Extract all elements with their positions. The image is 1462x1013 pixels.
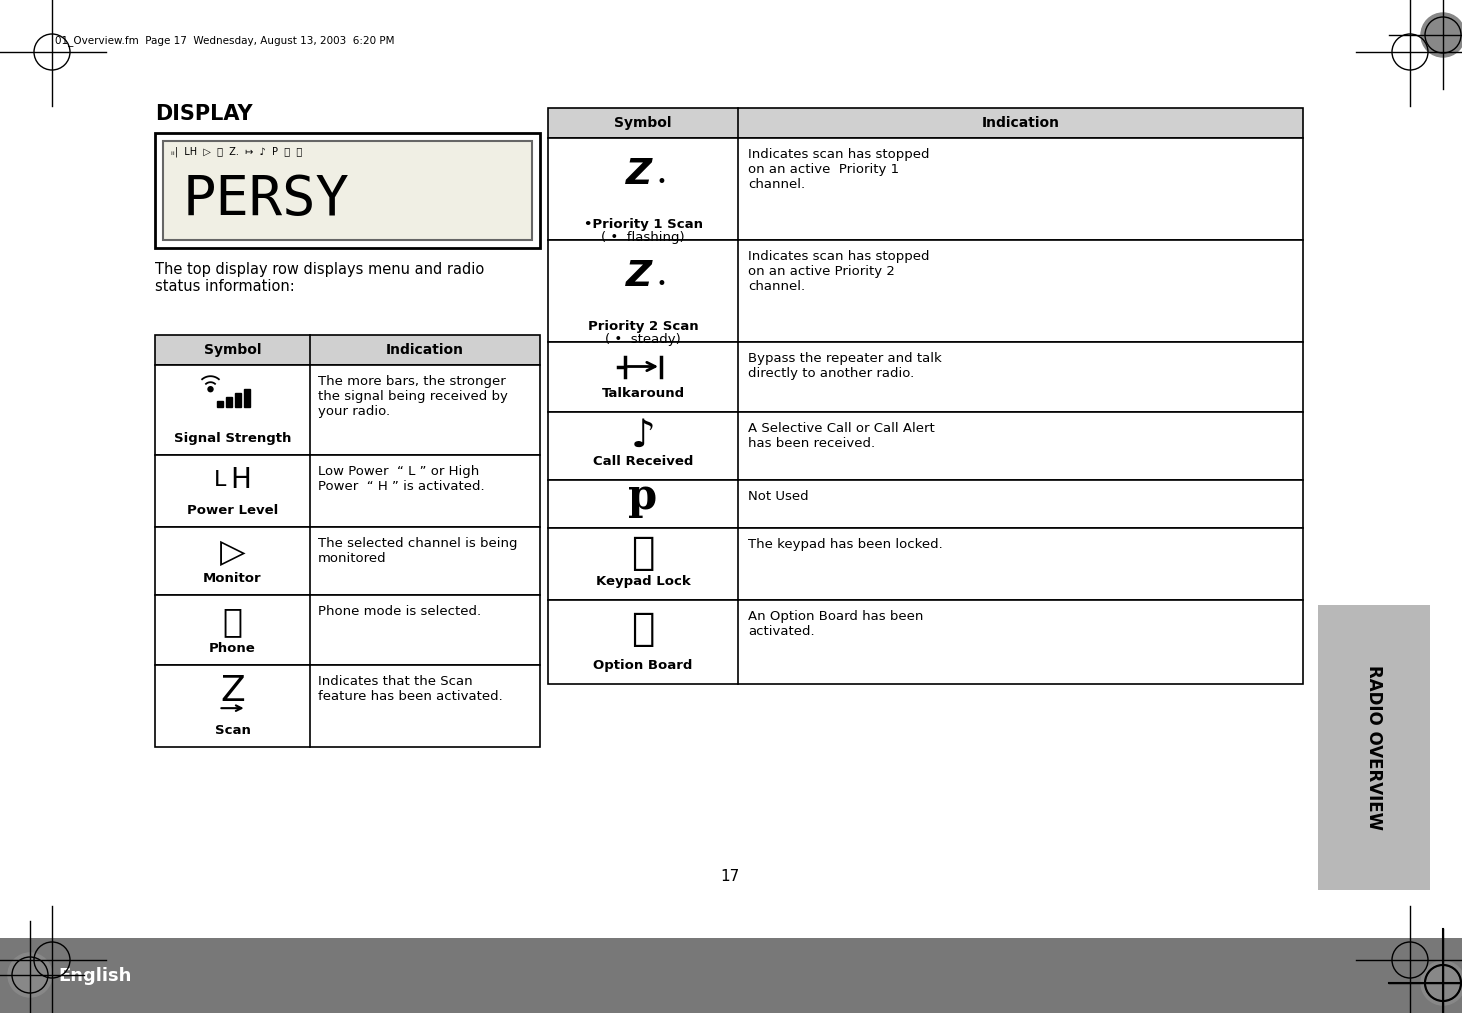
Text: ⃠: ⃠ (632, 534, 655, 572)
Text: Z: Z (626, 258, 652, 293)
Text: Indicates scan has stopped
on an active Priority 2
channel.: Indicates scan has stopped on an active … (749, 250, 930, 293)
Text: The keypad has been locked.: The keypad has been locked. (749, 538, 943, 551)
Text: ♪: ♪ (630, 416, 655, 455)
Text: Signal Strength: Signal Strength (174, 432, 291, 445)
Circle shape (208, 387, 213, 392)
Text: H: H (231, 466, 251, 494)
Text: Indicates scan has stopped
on an active  Priority 1
channel.: Indicates scan has stopped on an active … (749, 148, 930, 191)
Bar (225, 397, 231, 407)
Bar (548, 600, 1303, 684)
Text: p: p (629, 476, 658, 518)
Text: A Selective Call or Call Alert
has been received.: A Selective Call or Call Alert has been … (749, 422, 934, 450)
Text: Z: Z (221, 675, 244, 708)
Text: Symbol: Symbol (203, 343, 262, 357)
Bar (1319, 605, 1430, 890)
Text: •Priority 1 Scan: •Priority 1 Scan (583, 218, 703, 231)
Circle shape (1421, 13, 1462, 57)
Text: Monitor: Monitor (203, 572, 262, 585)
Text: Phone mode is selected.: Phone mode is selected. (319, 605, 481, 618)
Bar (548, 138, 1303, 240)
Text: PERSY: PERSY (183, 173, 349, 227)
Text: Bypass the repeater and talk
directly to another radio.: Bypass the repeater and talk directly to… (749, 352, 942, 380)
Text: Indication: Indication (386, 343, 463, 357)
Bar (244, 389, 250, 407)
Text: The top display row displays menu and radio
status information:: The top display row displays menu and ra… (155, 262, 484, 295)
Bar (548, 480, 1303, 528)
Text: Call Received: Call Received (592, 455, 693, 468)
Text: Phone: Phone (209, 642, 256, 655)
Bar (548, 342, 1303, 412)
Text: ( •  flashing): ( • flashing) (601, 231, 684, 244)
Text: Z: Z (626, 157, 652, 190)
Text: ⓘ: ⓘ (222, 605, 243, 638)
Bar (548, 108, 1303, 138)
Text: Priority 2 Scan: Priority 2 Scan (588, 320, 699, 333)
Bar (548, 528, 1303, 600)
Bar (155, 133, 539, 248)
Text: The selected channel is being
monitored: The selected channel is being monitored (319, 537, 518, 565)
Text: Indication: Indication (981, 116, 1060, 130)
Bar (155, 595, 539, 665)
Text: Talkaround: Talkaround (601, 387, 684, 400)
Text: •: • (656, 275, 665, 293)
Text: ▷: ▷ (219, 536, 246, 569)
Bar (162, 141, 532, 240)
Bar (548, 412, 1303, 480)
Text: •: • (656, 172, 665, 190)
Text: An Option Board has been
activated.: An Option Board has been activated. (749, 610, 924, 638)
Text: RADIO OVERVIEW: RADIO OVERVIEW (1366, 665, 1383, 830)
Text: 01_Overview.fm  Page 17  Wednesday, August 13, 2003  6:20 PM: 01_Overview.fm Page 17 Wednesday, August… (56, 35, 395, 46)
Bar (155, 527, 539, 595)
Bar (155, 365, 539, 455)
Bar (155, 335, 539, 365)
Text: ᵢᵢ|  LH  ▷  ⓞ  Z.  ↦  ♪  P  ⃠  ⒪: ᵢᵢ| LH ▷ ⓞ Z. ↦ ♪ P ⃠ ⒪ (171, 146, 303, 156)
Text: English: English (58, 966, 132, 985)
Text: L: L (213, 470, 227, 490)
Bar (155, 455, 539, 527)
Bar (0, 938, 1462, 1013)
Circle shape (1421, 961, 1462, 1005)
Text: Symbol: Symbol (614, 116, 671, 130)
Circle shape (7, 953, 53, 997)
Bar (155, 665, 539, 747)
Text: ( •  steady): ( • steady) (605, 333, 681, 346)
Text: ⦾: ⦾ (632, 611, 655, 648)
Text: Scan: Scan (215, 724, 250, 737)
Text: Not Used: Not Used (749, 490, 808, 503)
Text: Option Board: Option Board (594, 659, 693, 672)
Text: Indicates that the Scan
feature has been activated.: Indicates that the Scan feature has been… (319, 675, 503, 703)
Text: 17: 17 (721, 868, 740, 883)
Text: Low Power  “ L ” or High
Power  “ H ” is activated.: Low Power “ L ” or High Power “ H ” is a… (319, 465, 484, 493)
Text: Power Level: Power Level (187, 504, 278, 517)
Text: The more bars, the stronger
the signal being received by
your radio.: The more bars, the stronger the signal b… (319, 375, 507, 418)
Text: Keypad Lock: Keypad Lock (595, 575, 690, 588)
Text: DISPLAY: DISPLAY (155, 104, 253, 124)
Bar (234, 393, 241, 407)
Bar (548, 240, 1303, 342)
Bar (216, 401, 222, 407)
